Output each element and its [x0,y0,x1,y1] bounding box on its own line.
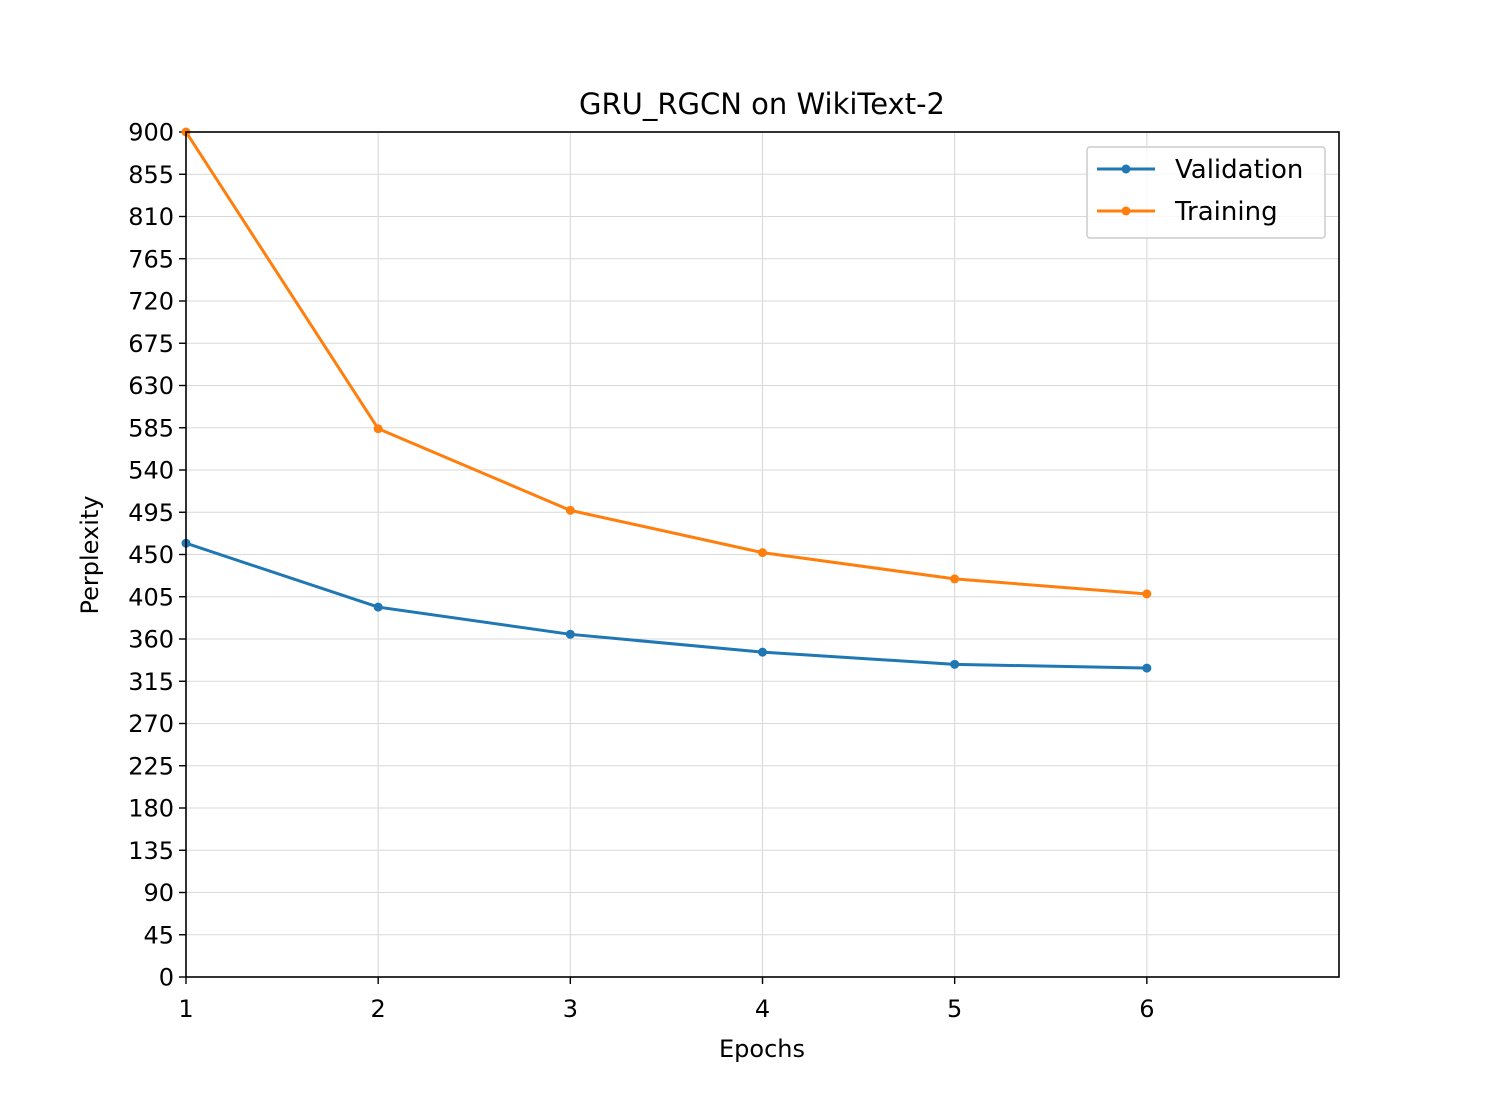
data-point-training [758,548,767,558]
series-line-training [183,129,1149,596]
y-tick-label: 45 [143,921,174,949]
x-tick-label: 6 [1139,995,1154,1023]
y-tick-label: 90 [143,879,174,907]
data-point-validation [373,602,383,612]
chart-title: GRU_RGCN on WikiText-2 [579,87,945,121]
y-tick-label: 315 [128,668,174,696]
legend-label-training: Training [1174,197,1278,227]
legend-marker-training [1121,206,1131,216]
x-axis-ticks: 1 2 3 4 5 6 [178,977,1154,1023]
y-tick-label: 495 [128,499,174,527]
y-axis-ticks: 0 45 90 135 180 225 270 315 360 405 450 495 540 585 63… [128,119,186,992]
y-tick-label: 585 [128,414,174,442]
y-tick-label: 630 [128,372,174,400]
data-point-validation [1142,663,1152,673]
legend-label-validation: Validation [1175,155,1303,185]
x-tick-label: 1 [178,995,193,1023]
y-tick-label: 270 [128,710,174,738]
y-tick-label: 855 [128,161,174,189]
data-point-training [1142,589,1152,599]
x-tick-label: 5 [947,995,962,1023]
series-line-validation [184,541,1149,670]
data-point-training [373,424,383,434]
legend: Validation Training [1086,146,1326,239]
data-point-validation [758,647,767,657]
y-axis-title: Perplexity [76,496,104,615]
data-point-training [950,574,960,584]
x-tick-label: 2 [371,995,386,1023]
y-tick-label: 720 [128,288,174,316]
y-tick-label: 765 [128,245,174,273]
data-point-training [565,505,575,515]
y-tick-label: 0 [159,964,174,992]
y-tick-label: 810 [128,203,174,231]
x-axis-title: Epochs [719,1035,805,1063]
data-point-validation [565,629,575,639]
y-tick-label: 180 [128,795,174,823]
y-tick-label: 360 [128,626,174,654]
x-tick-label: 4 [755,995,770,1023]
y-tick-label: 675 [128,330,174,358]
y-tick-label: 900 [128,119,174,147]
plot-frame [185,131,1340,978]
y-tick-label: 540 [128,457,174,485]
y-tick-label: 135 [128,837,174,865]
y-tick-label: 405 [128,583,174,611]
y-tick-label: 225 [128,752,174,780]
legend-marker-validation [1121,164,1131,174]
data-point-validation [950,659,960,669]
x-tick-label: 3 [563,995,578,1023]
y-tick-label: 450 [128,541,174,569]
